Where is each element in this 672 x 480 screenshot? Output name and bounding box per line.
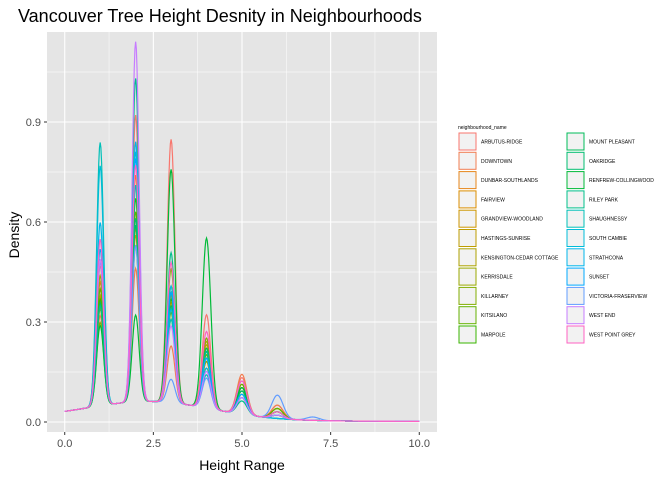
legend-key (458, 190, 477, 209)
legend-key (458, 248, 477, 267)
density-lines (64, 41, 420, 422)
legend-label: STRATHCONA (589, 255, 624, 261)
x-tick-label: 0.0 (57, 438, 72, 450)
legend-key (458, 171, 477, 190)
legend-key (458, 325, 477, 344)
y-tick-label: 0.3 (26, 317, 41, 329)
legend-key (458, 209, 477, 228)
legend-title: neighbourhood_name (458, 125, 507, 131)
x-tick-label: 2.5 (146, 438, 161, 450)
legend-label: WEST POINT GREY (589, 333, 636, 339)
y-tick-label: 0.6 (26, 217, 41, 229)
x-axis-ticks: 0.0 2.5 5.0 7.5 10.0 (57, 432, 430, 450)
legend-label: ARBUTUS-RIDGE (481, 140, 523, 146)
legend-label: KILLARNEY (481, 294, 509, 300)
y-axis-title: Density (6, 212, 22, 259)
legend: neighbourhood_name ARBUTUS-RIDGE DOWNTOWN… (458, 125, 654, 344)
legend-label: SOUTH CAMBIE (589, 236, 628, 242)
legend-label: MOUNT PLEASANT (589, 140, 635, 146)
legend-key (566, 209, 585, 228)
legend-key (566, 325, 585, 344)
legend-key (458, 286, 477, 305)
legend-label: WEST END (589, 313, 616, 319)
legend-key (566, 171, 585, 190)
legend-label: SHAUGHNESSY (589, 217, 628, 223)
legend-label: DUNBAR-SOUTHLANDS (481, 178, 539, 184)
legend-label: VICTORIA-FRASERVIEW (589, 294, 647, 300)
legend-key (566, 151, 585, 170)
legend-label: GRANDVIEW-WOODLAND (481, 217, 543, 223)
density-line (64, 164, 420, 422)
y-tick-label: 0.9 (26, 117, 41, 129)
legend-key (566, 267, 585, 286)
legend-label: MARPOLE (481, 333, 506, 339)
plot-panel (47, 32, 437, 432)
legend-label: OAKRIDGE (589, 159, 616, 165)
legend-label: KENSINGTON-CEDAR COTTAGE (481, 255, 559, 261)
legend-label: DOWNTOWN (481, 159, 512, 165)
legend-key (566, 248, 585, 267)
legend-key (458, 267, 477, 286)
legend-key (566, 132, 585, 151)
chart-title: Vancouver Tree Height Desnity in Neighbo… (18, 6, 422, 26)
legend-label: RENFREW-COLLINGWOOD (589, 178, 654, 184)
legend-key (458, 132, 477, 151)
legend-key (566, 306, 585, 325)
x-tick-label: 5.0 (234, 438, 249, 450)
legend-label: FAIRVIEW (481, 197, 505, 203)
legend-key (458, 151, 477, 170)
legend-label: KERRISDALE (481, 275, 513, 281)
legend-key (566, 190, 585, 209)
legend-key (566, 286, 585, 305)
y-axis-ticks: 0.0 0.3 0.6 0.9 (26, 117, 47, 429)
x-tick-label: 10.0 (409, 438, 430, 450)
x-tick-label: 7.5 (323, 438, 338, 450)
legend-label: KITSILANO (481, 313, 507, 319)
legend-label: SUNSET (589, 275, 609, 281)
x-axis-title: Height Range (199, 457, 285, 473)
legend-key (566, 229, 585, 247)
legend-key (458, 306, 477, 325)
y-tick-label: 0.0 (26, 417, 41, 429)
legend-key (458, 229, 477, 247)
legend-label: RILEY PARK (589, 197, 619, 203)
legend-label: HASTINGS-SUNRISE (481, 236, 531, 242)
